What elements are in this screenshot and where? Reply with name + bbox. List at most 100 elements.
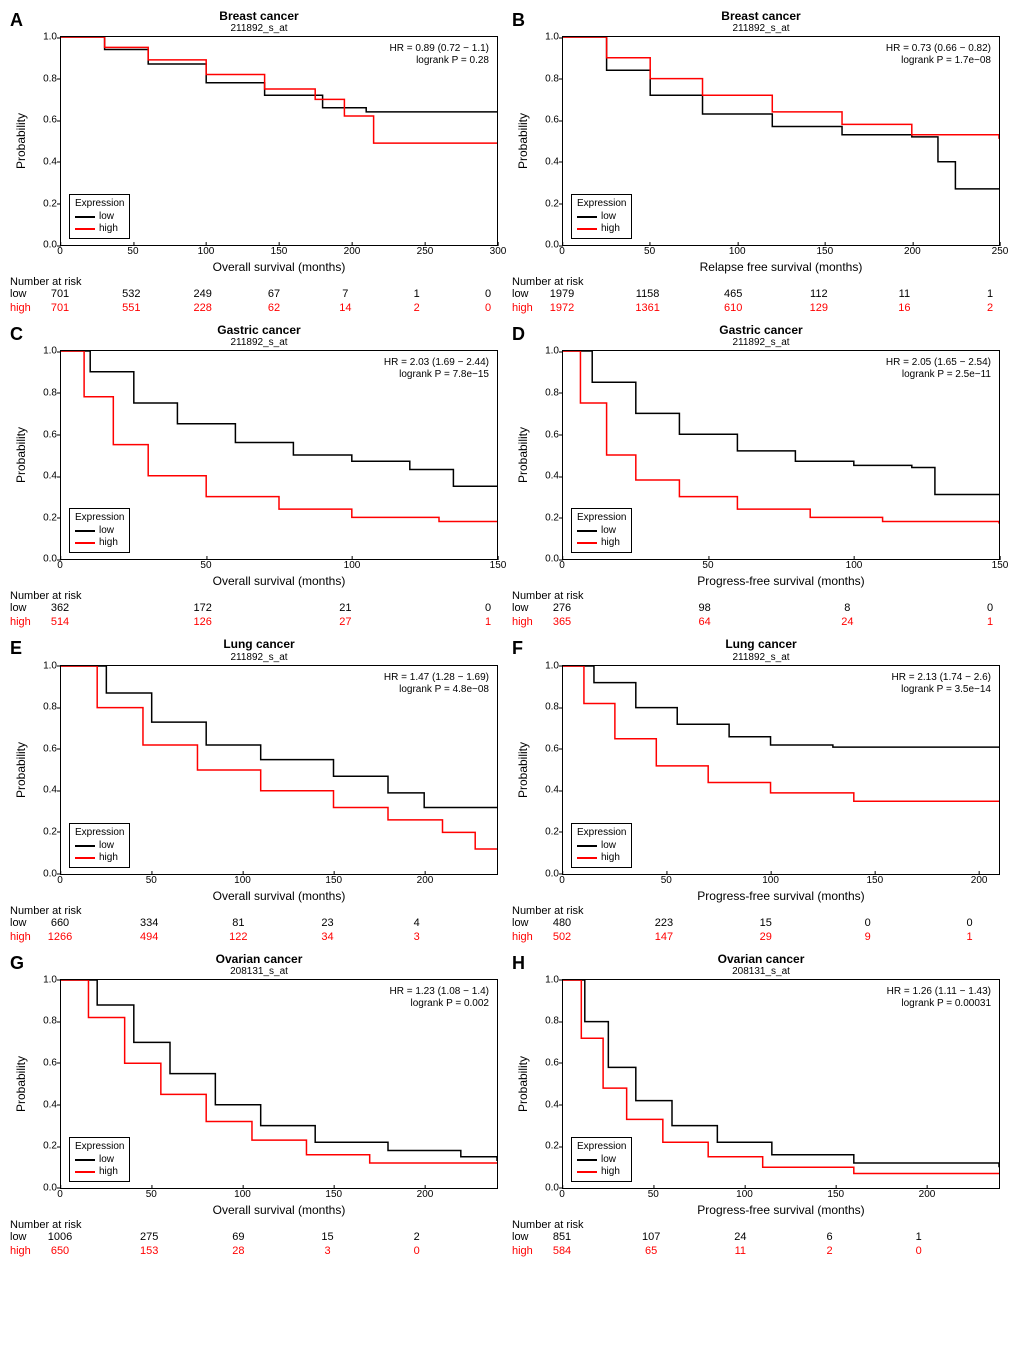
risk-value: 1 bbox=[987, 288, 993, 300]
risk-value: 0 bbox=[485, 602, 491, 614]
y-axis-label: Probability bbox=[516, 742, 530, 798]
legend: Expressionlowhigh bbox=[571, 1137, 632, 1182]
panel-e: ELung cancer211892_s_atProbability0.00.2… bbox=[10, 638, 508, 944]
risk-values: 701551228621420 bbox=[60, 302, 488, 316]
risk-label: low bbox=[10, 1231, 27, 1243]
y-tick: 1.0 bbox=[533, 346, 559, 357]
x-ticks: 050100150200 bbox=[60, 1189, 498, 1203]
chart-title: Gastric cancer211892_s_at bbox=[10, 324, 508, 348]
risk-value: 2 bbox=[414, 302, 420, 314]
risk-row-low: low19791158465112111 bbox=[512, 288, 1000, 302]
y-tick: 0.6 bbox=[31, 1057, 57, 1068]
risk-row-low: low70153224967710 bbox=[10, 288, 498, 302]
risk-values: 1266494122343 bbox=[60, 931, 488, 945]
risk-value: 650 bbox=[51, 1245, 69, 1257]
y-ticks: 0.00.20.40.60.81.0 bbox=[31, 37, 57, 245]
y-tick: 1.0 bbox=[31, 974, 57, 985]
panel-g: GOvarian cancer208131_s_atProbability0.0… bbox=[10, 953, 508, 1259]
x-tick: 100 bbox=[344, 560, 361, 571]
y-tick: 0.6 bbox=[31, 115, 57, 126]
risk-value: 29 bbox=[760, 931, 772, 943]
risk-value: 14 bbox=[339, 302, 351, 314]
x-tick: 50 bbox=[648, 1189, 659, 1200]
risk-value: 69 bbox=[232, 1231, 244, 1243]
risk-value: 249 bbox=[193, 288, 211, 300]
risk-value: 11 bbox=[735, 1245, 746, 1257]
risk-values: 8511072461 bbox=[562, 1231, 990, 1245]
y-tick: 1.0 bbox=[31, 346, 57, 357]
chart-title: Gastric cancer211892_s_at bbox=[512, 324, 1010, 348]
panel-f: FLung cancer211892_s_atProbability0.00.2… bbox=[512, 638, 1010, 944]
number-at-risk: Number at risklow66033481234high12664941… bbox=[10, 905, 498, 945]
x-tick: 50 bbox=[661, 875, 672, 886]
plot-area: Probability0.00.20.40.60.81.0HR = 2.03 (… bbox=[60, 350, 498, 560]
y-tick: 0.2 bbox=[31, 826, 57, 837]
risk-value: 64 bbox=[699, 616, 711, 628]
risk-row-low: low8511072461 bbox=[512, 1231, 1000, 1245]
risk-value: 2 bbox=[414, 1231, 420, 1243]
y-tick: 0.8 bbox=[533, 387, 559, 398]
panel-letter: H bbox=[512, 953, 525, 974]
y-tick: 0.6 bbox=[31, 743, 57, 754]
risk-value: 502 bbox=[553, 931, 571, 943]
risk-values: 514126271 bbox=[60, 616, 488, 630]
risk-value: 129 bbox=[810, 302, 828, 314]
risk-title: Number at risk bbox=[512, 1219, 1000, 1231]
y-tick: 0.2 bbox=[31, 198, 57, 209]
risk-values: 36564241 bbox=[562, 616, 990, 630]
risk-value: 0 bbox=[485, 302, 491, 314]
risk-value: 334 bbox=[140, 917, 158, 929]
risk-value: 147 bbox=[655, 931, 673, 943]
y-tick: 0.0 bbox=[533, 240, 559, 251]
risk-value: 6 bbox=[826, 1231, 832, 1243]
hr-stats: HR = 2.03 (1.69 − 2.44)logrank P = 7.8e−… bbox=[384, 357, 489, 381]
x-tick: 150 bbox=[325, 1189, 342, 1200]
x-tick: 100 bbox=[234, 875, 251, 886]
panel-letter: B bbox=[512, 10, 525, 31]
risk-value: 3 bbox=[414, 931, 420, 943]
risk-value: 27 bbox=[339, 616, 351, 628]
x-tick: 200 bbox=[904, 246, 921, 257]
risk-value: 0 bbox=[865, 917, 871, 929]
x-tick: 0 bbox=[57, 1189, 63, 1200]
risk-value: 11 bbox=[899, 288, 910, 300]
risk-value: 153 bbox=[140, 1245, 158, 1257]
x-axis-label: Progress-free survival (months) bbox=[562, 1203, 1000, 1217]
x-tick: 150 bbox=[325, 875, 342, 886]
x-tick: 50 bbox=[644, 246, 655, 257]
y-axis-label: Probability bbox=[14, 742, 28, 798]
risk-title: Number at risk bbox=[10, 1219, 498, 1231]
risk-value: 660 bbox=[51, 917, 69, 929]
panel-letter: G bbox=[10, 953, 24, 974]
risk-value: 1 bbox=[916, 1231, 922, 1243]
x-tick: 200 bbox=[971, 875, 988, 886]
risk-label: low bbox=[512, 288, 529, 300]
x-tick: 50 bbox=[702, 560, 713, 571]
y-tick: 0.4 bbox=[533, 156, 559, 167]
risk-values: 100627569152 bbox=[60, 1231, 488, 1245]
risk-label: high bbox=[512, 931, 533, 943]
x-tick: 50 bbox=[146, 875, 157, 886]
legend: Expressionlowhigh bbox=[571, 508, 632, 553]
number-at-risk: Number at risklow4802231500high502147299… bbox=[512, 905, 1000, 945]
y-tick: 0.8 bbox=[533, 1016, 559, 1027]
risk-value: 1361 bbox=[635, 302, 659, 314]
x-tick: 100 bbox=[846, 560, 863, 571]
risk-value: 4 bbox=[414, 917, 420, 929]
risk-row-low: low362172210 bbox=[10, 602, 498, 616]
risk-label: high bbox=[512, 1245, 533, 1257]
risk-value: 465 bbox=[724, 288, 742, 300]
risk-label: high bbox=[512, 616, 533, 628]
x-tick: 0 bbox=[559, 560, 565, 571]
y-tick: 1.0 bbox=[31, 32, 57, 43]
number-at-risk: Number at risklow8511072461high584651120 bbox=[512, 1219, 1000, 1259]
risk-value: 23 bbox=[321, 917, 333, 929]
y-tick: 0.4 bbox=[31, 471, 57, 482]
risk-value: 514 bbox=[51, 616, 69, 628]
risk-row-high: high584651120 bbox=[512, 1245, 1000, 1259]
risk-title: Number at risk bbox=[512, 276, 1000, 288]
risk-value: 15 bbox=[321, 1231, 333, 1243]
x-axis-label: Overall survival (months) bbox=[60, 260, 498, 274]
x-tick: 0 bbox=[57, 246, 63, 257]
risk-values: 19721361610129162 bbox=[562, 302, 990, 316]
